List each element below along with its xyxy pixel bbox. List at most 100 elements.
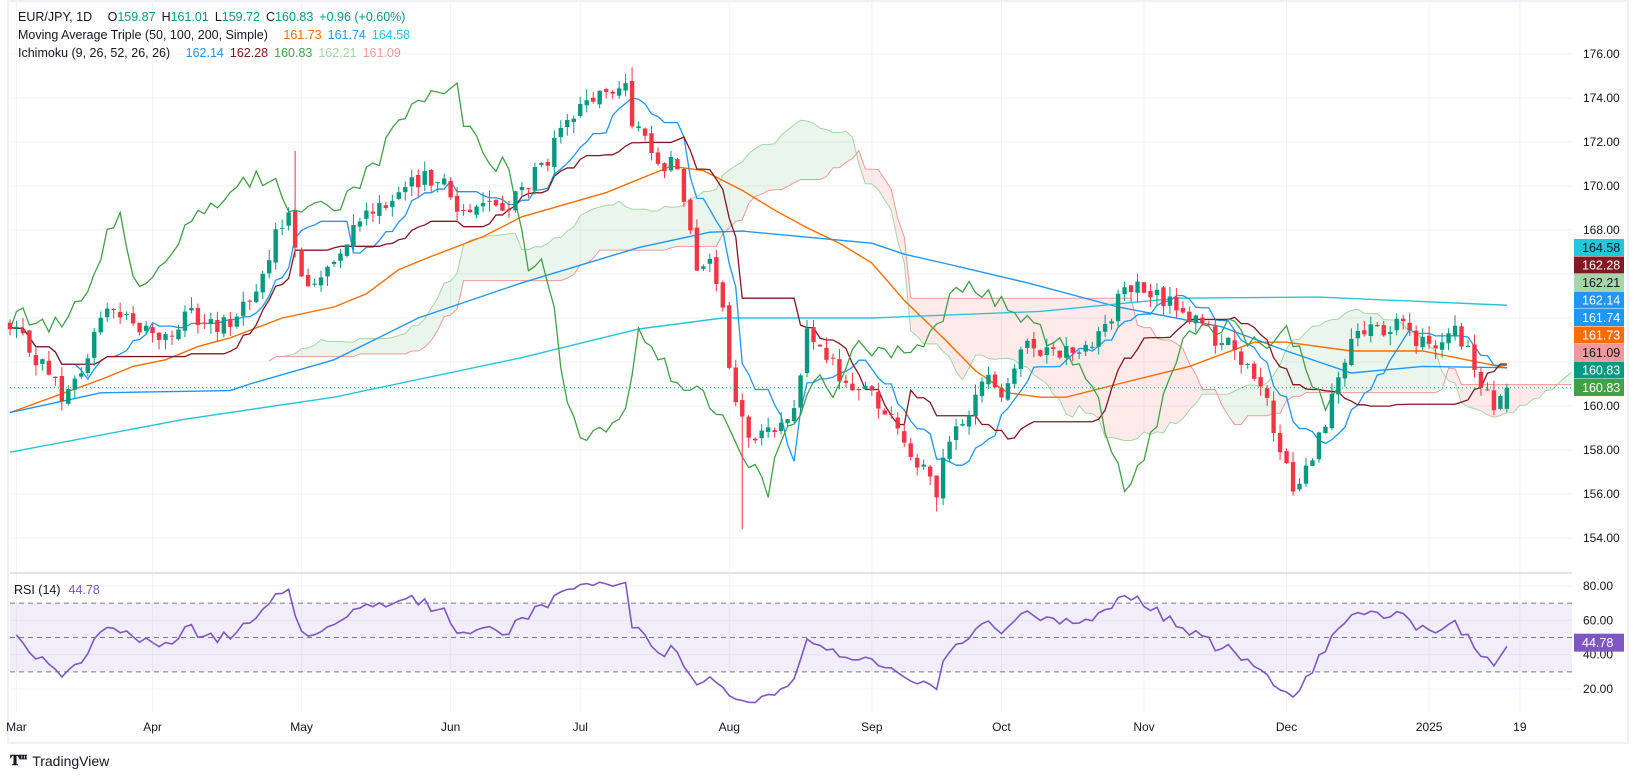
cloud-segment (1474, 384, 1481, 411)
open-label: O (107, 9, 118, 24)
cloud-segment (1396, 320, 1404, 393)
cloud-segment (1247, 385, 1255, 416)
candle-down (1038, 350, 1043, 356)
candle-down (117, 312, 123, 318)
time-tick-label: Jun (441, 720, 460, 734)
cloud-segment (664, 206, 671, 251)
cloud-segment (729, 165, 736, 229)
rsi-price-tag-bg (1574, 633, 1624, 652)
ma-legend[interactable]: Moving Average Triple (50, 100, 200, Sim… (18, 26, 410, 43)
kijun-price-tag: 162.28 (1582, 259, 1620, 273)
candle-down (675, 159, 680, 170)
cloud-segment (1137, 325, 1144, 439)
candle-up (966, 414, 972, 427)
candle-up (532, 167, 538, 191)
cloud-segment (813, 123, 820, 180)
span-b-price-tag-bg (1574, 344, 1624, 361)
candle-up (163, 334, 168, 341)
price-tick-label: 172.00 (1583, 135, 1620, 149)
cloud-segment (567, 227, 574, 279)
cloud-segment (599, 205, 607, 251)
cloud-segment (1182, 348, 1190, 419)
last-price-tag: 160.83 (1582, 364, 1620, 378)
cloud-segment (295, 348, 302, 357)
candle-down (1472, 344, 1477, 370)
candle-up (759, 430, 764, 439)
cloud-segment (1079, 298, 1086, 414)
span-a-price-tag-bg (1574, 274, 1624, 291)
symbol-label: EUR/JPY, 1D (18, 9, 93, 24)
candle-up (279, 227, 285, 229)
candle-up (241, 301, 246, 316)
candle-down (493, 199, 499, 206)
candle-down (694, 227, 700, 271)
cloud-segment (1053, 298, 1060, 400)
rsi-legend[interactable]: RSI (14) 44.78 (14, 583, 100, 597)
candle-up (143, 325, 149, 331)
candle-down (1141, 282, 1147, 293)
candle-down (111, 308, 116, 310)
candle-down (506, 209, 512, 211)
cloud-segment (677, 205, 684, 247)
cloud-segment (424, 308, 432, 348)
high-label: H (161, 9, 171, 24)
candle-up (1310, 460, 1315, 466)
candle-up (804, 328, 810, 374)
candle-down (1290, 461, 1296, 492)
candle-down (1174, 297, 1179, 311)
cloud-segment (619, 201, 626, 251)
time-tick-label: Mar (6, 720, 27, 734)
cloud-segment (904, 236, 911, 331)
candle-up (176, 329, 181, 340)
candle-up (519, 187, 525, 191)
candle-up (325, 266, 330, 277)
rsi-value: 44.78 (68, 583, 100, 597)
ichimoku-legend[interactable]: Ichimoku (9, 26, 52, 26, 26) 162.14 162.… (18, 44, 401, 61)
candle-down (642, 128, 648, 136)
candle-up (1504, 387, 1510, 409)
candle-down (999, 388, 1004, 398)
cloud-segment (1480, 384, 1488, 415)
cloud-segment (1318, 321, 1326, 393)
cloud-segment (800, 120, 808, 180)
candle-down (1433, 345, 1438, 349)
tenkan-value: 162.14 (185, 45, 224, 60)
candle-down (448, 180, 453, 198)
high-value: 161.01 (170, 9, 209, 24)
candle-down (681, 169, 687, 202)
cloud-segment (1565, 372, 1572, 385)
tradingview-logo[interactable]: 𝐓ⱎ TradingView (10, 752, 109, 769)
candle-up (208, 319, 214, 324)
candle-up (571, 118, 576, 123)
candle-down (305, 274, 311, 287)
candle-down (169, 335, 175, 337)
symbol-legend: EUR/JPY, 1D O159.87 H161.01 L159.72 C160… (18, 8, 405, 25)
span-a-value: 162.21 (318, 45, 357, 60)
candle-up (221, 317, 227, 334)
cloud-segment (580, 212, 587, 265)
candle-down (655, 152, 661, 164)
cloud-segment (1202, 389, 1209, 395)
cloud-segment (528, 246, 535, 281)
cloud-segment (936, 298, 944, 352)
candle-down (461, 209, 466, 211)
candle-up (1064, 345, 1069, 358)
candle-up (1342, 362, 1348, 379)
cloud-segment (923, 298, 931, 344)
candle-up (1077, 352, 1082, 354)
candle-up (1297, 483, 1302, 490)
time-tick-label: Aug (719, 720, 740, 734)
candle-down (1271, 400, 1276, 433)
candle-up (480, 203, 486, 207)
candle-up (364, 210, 369, 219)
candle-up (331, 261, 337, 265)
cloud-segment (891, 189, 898, 242)
cloud-segment (1150, 327, 1157, 435)
cloud-segment (638, 209, 646, 251)
candle-down (889, 413, 894, 415)
cloud-segment (379, 338, 386, 354)
cloud-segment (1085, 298, 1093, 414)
rsi-pane (10, 581, 1572, 704)
candle-down (1051, 347, 1056, 350)
